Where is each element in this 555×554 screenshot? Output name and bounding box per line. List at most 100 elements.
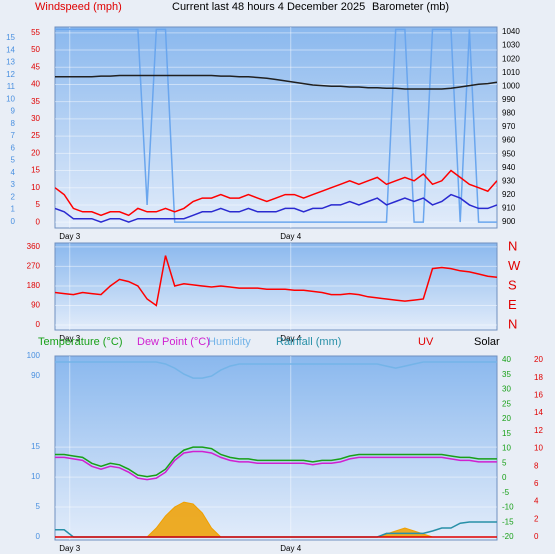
y-tick-label: 45 bbox=[31, 62, 40, 71]
y2-tick-label: W bbox=[508, 258, 521, 273]
y2-tick-label: 970 bbox=[502, 122, 516, 131]
y4-tick-label: 12 bbox=[534, 426, 543, 435]
y-tick-label: 180 bbox=[27, 281, 41, 290]
y2-tick-label: N bbox=[508, 238, 517, 253]
y2-tick-label: 35 bbox=[502, 370, 511, 379]
y3-tick-label: 0 bbox=[11, 217, 16, 226]
y3-tick-label: 8 bbox=[11, 119, 16, 128]
y-tick-label: 30 bbox=[31, 114, 40, 123]
y2-tick-label: -20 bbox=[502, 532, 514, 541]
series-line bbox=[55, 446, 497, 478]
y-tick-label: 0 bbox=[36, 532, 41, 541]
y-tick-label: 40 bbox=[31, 80, 40, 89]
y2-tick-label: 1010 bbox=[502, 68, 520, 77]
y-tick-label: 0 bbox=[36, 217, 41, 226]
series-line bbox=[55, 255, 497, 307]
x-tick-label: Day 4 bbox=[280, 334, 301, 343]
x-tick-label: Day 4 bbox=[280, 232, 301, 241]
y-tick-label: 25 bbox=[31, 131, 40, 140]
y2-tick-label: -10 bbox=[502, 503, 514, 512]
y4-tick-label: 2 bbox=[534, 514, 539, 523]
y2-tick-label: 1030 bbox=[502, 41, 520, 50]
legend-entry: Solar bbox=[474, 336, 500, 348]
y2-tick-label: 15 bbox=[502, 429, 511, 438]
y4-tick-label: 10 bbox=[534, 444, 543, 453]
y-tick-label: 10 bbox=[31, 183, 40, 192]
y-tick-label: 55 bbox=[31, 28, 40, 37]
y3-tick-label: 6 bbox=[11, 143, 16, 152]
y3-tick-label: 1 bbox=[11, 205, 16, 214]
y3-tick-label: 5 bbox=[11, 156, 16, 165]
y4-tick-label: 14 bbox=[534, 408, 543, 417]
y3-tick-label: 10 bbox=[6, 94, 15, 103]
y2-tick-label: 940 bbox=[502, 163, 516, 172]
y3-tick-label: 9 bbox=[11, 107, 16, 116]
series-line bbox=[55, 193, 497, 223]
y3-tick-label: 4 bbox=[11, 168, 16, 177]
y3-tick-label: 13 bbox=[6, 58, 15, 67]
y4-tick-label: 6 bbox=[534, 479, 539, 488]
y-tick-label: 50 bbox=[31, 45, 40, 54]
plot-area bbox=[54, 355, 498, 541]
y-tick-label: 10 bbox=[31, 472, 40, 481]
y2-tick-label: 25 bbox=[502, 399, 511, 408]
y2-tick-label: 960 bbox=[502, 136, 516, 145]
plot-area bbox=[54, 242, 498, 331]
y-tick-label: 360 bbox=[27, 242, 41, 251]
y2-tick-label: 40 bbox=[502, 355, 511, 364]
x-tick-label: Day 3 bbox=[59, 232, 80, 241]
y2-tick-label: N bbox=[508, 316, 517, 331]
title: Current last 48 hours 4 December 2025 bbox=[172, 1, 365, 13]
x-tick-label: Day 3 bbox=[59, 334, 80, 343]
y2-tick-label: -5 bbox=[502, 488, 510, 497]
y2-tick-label: 950 bbox=[502, 149, 516, 158]
y2-tick-label: E bbox=[508, 297, 517, 312]
y2-tick-label: 930 bbox=[502, 176, 516, 185]
legend-entry: Rainfall (mm) bbox=[276, 336, 341, 348]
y3-tick-label: 90 bbox=[31, 371, 40, 380]
y-tick-label: 20 bbox=[31, 148, 40, 157]
y2-tick-label: 1040 bbox=[502, 27, 520, 36]
y-tick-label: 90 bbox=[31, 301, 40, 310]
series-line bbox=[55, 450, 497, 481]
y-tick-label: 35 bbox=[31, 97, 40, 106]
y-tick-label: 0 bbox=[36, 320, 41, 329]
y3-tick-label: 2 bbox=[11, 192, 16, 201]
x-tick-label: Day 3 bbox=[59, 544, 80, 553]
y2-tick-label: 900 bbox=[502, 217, 516, 226]
y2-tick-label: 920 bbox=[502, 190, 516, 199]
y3-tick-label: 15 bbox=[6, 33, 15, 42]
y4-tick-label: 0 bbox=[534, 532, 539, 541]
y2-tick-label: 10 bbox=[502, 444, 511, 453]
y-tick-label: 15 bbox=[31, 166, 40, 175]
y2-tick-label: S bbox=[508, 277, 517, 292]
y3-tick-label: 11 bbox=[7, 82, 16, 91]
y2-tick-label: 1020 bbox=[502, 54, 520, 63]
y-tick-label: 5 bbox=[36, 200, 41, 209]
y4-tick-label: 4 bbox=[534, 497, 539, 506]
series-line bbox=[55, 169, 497, 217]
y2-tick-label: 30 bbox=[502, 385, 511, 394]
y3-tick-label: 12 bbox=[6, 70, 15, 79]
y3-tick-label: 3 bbox=[11, 180, 16, 189]
y2-tick-label: 5 bbox=[502, 458, 507, 467]
legend-entry: Temperature (°C) bbox=[38, 336, 122, 348]
legend-entry: UV bbox=[418, 336, 434, 348]
y2label: Barometer (mb) bbox=[372, 1, 449, 13]
y3-tick-label: 100 bbox=[27, 351, 41, 360]
y4-tick-label: 20 bbox=[534, 355, 543, 364]
series-line bbox=[55, 28, 497, 223]
y3-tick-label: 14 bbox=[6, 45, 15, 54]
y2-tick-label: 990 bbox=[502, 95, 516, 104]
y2-tick-label: 0 bbox=[502, 473, 507, 482]
y2-tick-label: -15 bbox=[502, 517, 514, 526]
y2-tick-label: 1000 bbox=[502, 81, 520, 90]
y2-tick-label: 20 bbox=[502, 414, 511, 423]
legend-entry: Humidity bbox=[208, 336, 251, 348]
ylabel: Windspeed (mph) bbox=[35, 1, 122, 13]
series-line bbox=[55, 74, 497, 90]
plot-area bbox=[54, 26, 498, 229]
y-tick-label: 5 bbox=[36, 502, 41, 511]
y2-tick-label: 910 bbox=[502, 204, 516, 213]
